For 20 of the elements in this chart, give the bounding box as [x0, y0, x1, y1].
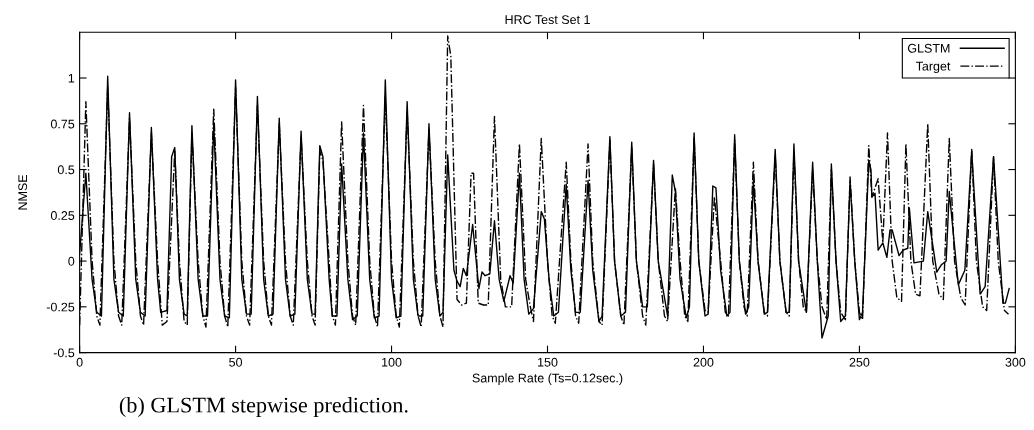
x-tick-label: 50: [229, 357, 243, 367]
x-tick-label: 0: [76, 357, 83, 367]
y-tick-label: 0.5: [57, 165, 75, 175]
legend-label: Target: [915, 61, 951, 74]
text: (b) GLSTM stepwise prediction.: [119, 396, 408, 418]
x-tick-label: 150: [538, 357, 558, 367]
y-axis-title: NMSE: [18, 174, 28, 210]
y-tick-label: 0.75: [50, 119, 75, 129]
x-tick-label: 200: [693, 357, 714, 367]
x-tick-label: 250: [849, 357, 870, 367]
chart-title: HRC Test Set 1: [505, 15, 590, 25]
x-axis-title: Sample Rate (Ts=0.12sec.): [472, 373, 623, 385]
y-tick-label: 0.25: [50, 211, 75, 220]
y-tick-label: -0.5: [53, 348, 75, 358]
y-tick-label: -0.25: [46, 302, 75, 312]
x-tick-label: 100: [382, 357, 402, 367]
legend-label: GLSTM: [907, 43, 950, 53]
y-tick-label: 1: [68, 73, 75, 83]
x-tick-label: 300: [1005, 357, 1026, 367]
y-tick-label: 0: [68, 256, 75, 266]
